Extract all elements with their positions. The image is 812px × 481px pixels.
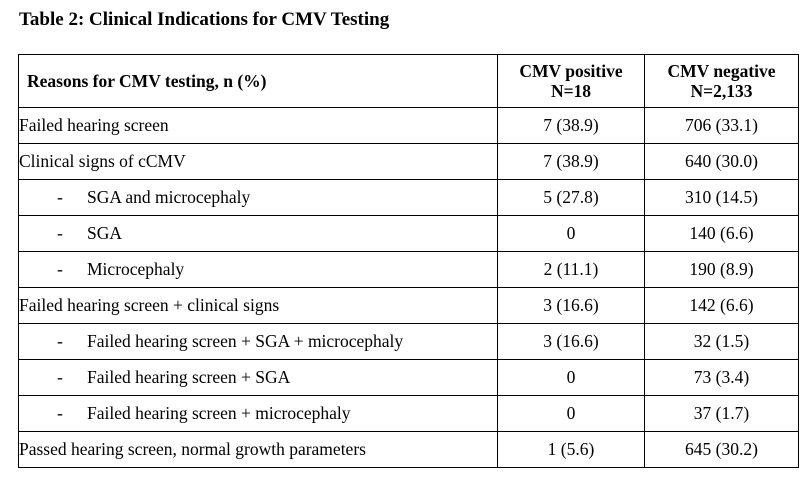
cmv-negative-value: 190 (8.9) <box>644 251 799 288</box>
row-dash-marker: - <box>57 187 63 207</box>
cmv-positive-value: 1 (5.6) <box>497 431 645 468</box>
cmv-negative-value: 142 (6.6) <box>644 287 799 324</box>
cmv-negative-value: 706 (33.1) <box>644 107 799 144</box>
cmv-positive-value: 0 <box>497 395 645 432</box>
row-label-text: SGA and microcephaly <box>87 187 251 207</box>
table-row: Failed hearing screen + clinical signs 3… <box>18 287 799 324</box>
row-label: - Microcephaly <box>18 251 498 288</box>
row-label-text: Failed hearing screen + SGA + microcepha… <box>87 331 404 351</box>
table-row: Failed hearing screen 7 (38.9) 706 (33.1… <box>18 107 799 144</box>
row-label: - SGA <box>18 215 498 252</box>
row-label-text: Failed hearing screen + microcephaly <box>87 403 351 423</box>
cmv-negative-value: 640 (30.0) <box>644 143 799 180</box>
cmv-positive-value: 7 (38.9) <box>497 143 645 180</box>
header-cmv-positive-n: N=18 <box>550 81 592 101</box>
cmv-positive-value: 5 (27.8) <box>497 179 645 216</box>
header-cmv-negative-title: CMV negative <box>667 61 776 81</box>
header-reasons: Reasons for CMV testing, n (%) <box>18 54 498 108</box>
table-caption: Table 2: Clinical Indications for CMV Te… <box>19 9 390 30</box>
cmv-positive-value: 3 (16.6) <box>497 323 645 360</box>
header-row: Reasons for CMV testing, n (%) CMV posit… <box>18 54 799 108</box>
row-dash-marker: - <box>57 259 63 279</box>
row-label-text: Failed hearing screen + SGA <box>87 367 291 387</box>
cmv-positive-value: 0 <box>497 359 645 396</box>
table-row: - SGA 0 140 (6.6) <box>18 215 799 252</box>
cmv-negative-value: 310 (14.5) <box>644 179 799 216</box>
table-row: - SGA and microcephaly 5 (27.8) 310 (14.5… <box>18 179 799 216</box>
clinical-indications-table: Reasons for CMV testing, n (%) CMV posit… <box>18 54 799 468</box>
row-label-text: Microcephaly <box>87 259 185 279</box>
header-cmv-positive-title: CMV positive <box>519 61 623 81</box>
cmv-negative-value: 645 (30.2) <box>644 431 799 468</box>
row-label: - SGA and microcephaly <box>18 179 498 216</box>
row-dash-marker: - <box>57 223 63 243</box>
table-row: - Failed hearing screen + SGA + microceph… <box>18 323 799 360</box>
row-label: - Failed hearing screen + microcephaly <box>18 395 498 432</box>
row-label: - Failed hearing screen + SGA + microceph… <box>18 323 498 360</box>
row-dash-marker: - <box>57 403 63 423</box>
row-label: Clinical signs of cCMV <box>18 143 498 180</box>
cmv-negative-value: 140 (6.6) <box>644 215 799 252</box>
header-cmv-negative-n: N=2,133 <box>690 81 753 101</box>
table-row: - Microcephaly 2 (11.1) 190 (8.9) <box>18 251 799 288</box>
row-label: Failed hearing screen <box>18 107 498 144</box>
table-row: - Failed hearing screen + SGA 0 73 (3.4) <box>18 359 799 396</box>
row-label: - Failed hearing screen + SGA <box>18 359 498 396</box>
cmv-positive-value: 2 (11.1) <box>497 251 645 288</box>
row-dash-marker: - <box>57 331 63 351</box>
header-cmv-positive: CMV positive N=18 <box>497 54 645 108</box>
row-label-text: SGA <box>87 223 123 243</box>
cmv-positive-value: 7 (38.9) <box>497 107 645 144</box>
table-row: Clinical signs of cCMV 7 (38.9) 640 (30.… <box>18 143 799 180</box>
table-row: Passed hearing screen, normal growth par… <box>18 431 799 468</box>
row-dash-marker: - <box>57 367 63 387</box>
cmv-positive-value: 0 <box>497 215 645 252</box>
cmv-negative-value: 37 (1.7) <box>644 395 799 432</box>
cmv-positive-value: 3 (16.6) <box>497 287 645 324</box>
cmv-negative-value: 73 (3.4) <box>644 359 799 396</box>
row-label: Failed hearing screen + clinical signs <box>18 287 498 324</box>
cmv-negative-value: 32 (1.5) <box>644 323 799 360</box>
header-cmv-negative: CMV negative N=2,133 <box>644 54 799 108</box>
table-row: - Failed hearing screen + microcephaly 0 … <box>18 395 799 432</box>
row-label: Passed hearing screen, normal growth par… <box>18 431 498 468</box>
